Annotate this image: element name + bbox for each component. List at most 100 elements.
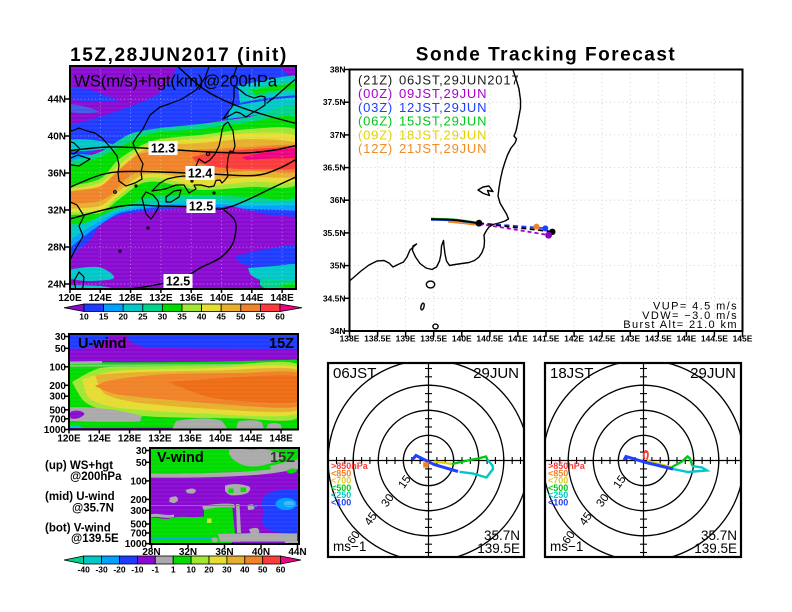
- svg-text:(bot) V-wind: (bot) V-wind: [45, 523, 111, 535]
- svg-text:124E: 124E: [89, 293, 113, 304]
- svg-text:37N: 37N: [330, 130, 346, 140]
- svg-text:1: 1: [171, 565, 176, 575]
- svg-text:55: 55: [256, 312, 266, 322]
- svg-text:<500: <500: [331, 483, 351, 493]
- svg-text:143.5E: 143.5E: [645, 334, 672, 344]
- svg-text:44N: 44N: [288, 547, 306, 558]
- svg-text:15: 15: [397, 474, 414, 491]
- svg-text:(03Z): (03Z): [358, 100, 393, 115]
- svg-text:-30: -30: [95, 565, 108, 575]
- svg-text:140E: 140E: [452, 334, 472, 344]
- svg-text:143E: 143E: [620, 334, 640, 344]
- svg-text:141.5E: 141.5E: [533, 334, 560, 344]
- svg-text:06JST: 06JST: [333, 365, 376, 382]
- svg-text:(mid) U-wind: (mid) U-wind: [45, 491, 115, 503]
- svg-text:<250: <250: [548, 490, 568, 500]
- svg-text:12.5: 12.5: [166, 275, 190, 289]
- svg-text:120E: 120E: [57, 434, 81, 445]
- svg-text:<250: <250: [331, 490, 351, 500]
- svg-text:15JST,29JUN: 15JST,29JUN: [399, 114, 487, 129]
- svg-text:142E: 142E: [564, 334, 584, 344]
- svg-text:>850hPa: >850hPa: [548, 461, 586, 471]
- svg-text:06JST,29JUN2017: 06JST,29JUN2017: [399, 73, 519, 88]
- svg-text:35: 35: [177, 312, 187, 322]
- svg-text:136E: 136E: [179, 434, 203, 445]
- svg-text:-10: -10: [131, 565, 144, 575]
- svg-text:(21Z): (21Z): [358, 73, 393, 88]
- svg-text:32N: 32N: [179, 547, 197, 558]
- svg-text:1000: 1000: [44, 425, 67, 436]
- svg-text:128E: 128E: [119, 293, 143, 304]
- svg-text:<850: <850: [548, 468, 568, 478]
- svg-text:<500: <500: [548, 483, 568, 493]
- svg-text:1000: 1000: [125, 539, 148, 550]
- svg-text:15Z: 15Z: [270, 450, 295, 466]
- svg-text:36.5N: 36.5N: [323, 163, 346, 173]
- svg-text:45: 45: [216, 312, 226, 322]
- svg-text:35.5N: 35.5N: [323, 228, 346, 238]
- svg-text:28N: 28N: [142, 547, 160, 558]
- svg-text:500: 500: [49, 405, 66, 416]
- svg-text:120E: 120E: [58, 293, 82, 304]
- svg-text:VDW= −3.0 m/s: VDW= −3.0 m/s: [642, 310, 738, 322]
- svg-text:45: 45: [578, 511, 595, 528]
- svg-text:(09Z): (09Z): [358, 127, 393, 142]
- svg-text:100: 100: [130, 476, 147, 487]
- svg-text:141E: 141E: [508, 334, 528, 344]
- svg-text:09JST,29JUN: 09JST,29JUN: [399, 86, 487, 101]
- svg-text:35N: 35N: [330, 261, 346, 271]
- svg-text:<850: <850: [331, 468, 351, 478]
- svg-text:12JST,29JUN: 12JST,29JUN: [399, 100, 487, 115]
- svg-text:-40: -40: [78, 565, 91, 575]
- svg-text:50: 50: [136, 458, 148, 469]
- svg-text:30: 30: [158, 312, 168, 322]
- svg-text:40N: 40N: [252, 547, 270, 558]
- svg-text:10: 10: [79, 312, 89, 322]
- svg-text:40N: 40N: [48, 132, 66, 143]
- svg-text:30: 30: [55, 332, 67, 343]
- svg-text:140E: 140E: [210, 293, 234, 304]
- svg-text:15Z,28JUN2017 (init): 15Z,28JUN2017 (init): [70, 45, 288, 66]
- svg-text:25: 25: [138, 312, 148, 322]
- svg-text:45: 45: [363, 511, 380, 528]
- svg-text:<700: <700: [331, 476, 351, 486]
- svg-text:15: 15: [612, 474, 629, 491]
- svg-text:<100: <100: [331, 498, 351, 508]
- svg-text:30: 30: [136, 446, 148, 457]
- svg-text:-20: -20: [113, 565, 126, 575]
- svg-text:139.5E: 139.5E: [477, 541, 520, 556]
- svg-text:60: 60: [276, 565, 286, 575]
- svg-text:32N: 32N: [48, 206, 66, 217]
- svg-text:148E: 148E: [270, 293, 294, 304]
- svg-text:50: 50: [258, 565, 268, 575]
- svg-text:200: 200: [49, 381, 66, 392]
- svg-text:36N: 36N: [330, 195, 346, 205]
- svg-text:144E: 144E: [239, 434, 263, 445]
- svg-text:35.7N: 35.7N: [701, 528, 737, 543]
- svg-text:10: 10: [186, 565, 196, 575]
- svg-text:ms−1: ms−1: [333, 539, 366, 554]
- svg-text:<100: <100: [548, 498, 568, 508]
- svg-text:500: 500: [130, 520, 147, 531]
- svg-text:132E: 132E: [148, 434, 172, 445]
- svg-text:(00Z): (00Z): [358, 86, 393, 101]
- svg-text:12.4: 12.4: [188, 167, 212, 181]
- svg-text:138.5E: 138.5E: [364, 334, 391, 344]
- svg-text:100: 100: [49, 362, 66, 373]
- svg-text:30: 30: [380, 492, 397, 509]
- svg-text:(up) WS+hgt: (up) WS+hgt: [45, 460, 113, 472]
- svg-text:36N: 36N: [48, 169, 66, 180]
- svg-text:700: 700: [130, 529, 147, 540]
- svg-text:Sonde Tracking Forecast: Sonde Tracking Forecast: [416, 45, 676, 66]
- svg-text:35.7N: 35.7N: [484, 528, 520, 543]
- svg-text:@139.5E: @139.5E: [71, 533, 119, 545]
- svg-text:139E: 139E: [396, 334, 416, 344]
- svg-text:124E: 124E: [88, 434, 112, 445]
- svg-text:29JUN: 29JUN: [473, 365, 519, 382]
- svg-text:34N: 34N: [330, 326, 346, 336]
- svg-text:140.5E: 140.5E: [476, 334, 503, 344]
- svg-text:139.5E: 139.5E: [420, 334, 447, 344]
- svg-text:60: 60: [275, 312, 285, 322]
- svg-text:38N: 38N: [330, 65, 346, 75]
- svg-text:18JST: 18JST: [550, 365, 593, 382]
